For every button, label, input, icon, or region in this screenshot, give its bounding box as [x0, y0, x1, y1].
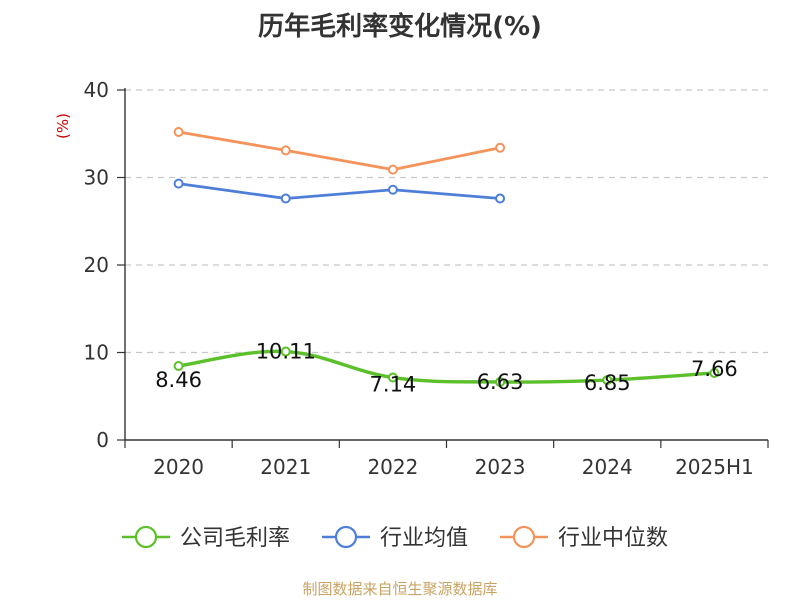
data-point: [495, 142, 506, 153]
data-point: [387, 372, 398, 383]
data-label: 8.46: [155, 368, 202, 392]
y-tick-label: 30: [84, 166, 109, 190]
data-point: [280, 145, 291, 156]
data-point: [495, 376, 506, 387]
legend-swatch-marker: [512, 525, 536, 549]
data-point: [173, 360, 184, 371]
data-label: 7.14: [370, 373, 417, 397]
data-point: [173, 178, 184, 189]
chart-title: 历年毛利率变化情况(%): [258, 12, 542, 42]
data-point: [602, 375, 613, 386]
legend-swatch-marker: [134, 525, 158, 549]
x-tick-label: 2025H1: [675, 455, 754, 479]
axes: 0 10 20 30 40 (%) 2020 2021 2022 2023 2024 2025H1: [54, 78, 769, 479]
data-point: [495, 193, 506, 204]
legend-label: 行业中位数: [558, 526, 668, 551]
data-point: [280, 346, 291, 357]
series-line-2: [178, 130, 501, 172]
legend-item-2[interactable]: 行业中位数: [500, 525, 668, 551]
series-line-1: [178, 182, 501, 200]
data-source-note: 制图数据来自恒生聚源数据库: [302, 580, 498, 598]
series-line-0: [178, 349, 715, 384]
legend-label: 行业均值: [380, 526, 468, 551]
legend-swatch-marker: [334, 525, 358, 549]
x-tick-label: 2021: [260, 455, 311, 479]
legend-label: 公司毛利率: [180, 526, 290, 551]
legend-item-1[interactable]: 行业均值: [322, 525, 468, 551]
x-tick-label: 2020: [153, 455, 204, 479]
y-tick-label: 10: [84, 341, 109, 365]
y-axis-unit: (%): [54, 113, 72, 139]
data-labels: 8.46 10.11 7.14 6.63 6.85 7.66: [155, 340, 738, 397]
y-tick-label: 0: [96, 428, 109, 452]
data-point: [280, 193, 291, 204]
data-point: [709, 367, 720, 378]
data-point: [387, 164, 398, 175]
grid-lines: [125, 89, 768, 354]
data-label: 6.85: [584, 371, 631, 395]
data-label: 10.11: [256, 340, 316, 364]
x-tick-label: 2023: [475, 455, 526, 479]
x-tick-label: 2024: [582, 455, 633, 479]
data-point: [387, 184, 398, 195]
x-tick-label: 2022: [367, 455, 418, 479]
y-tick-label: 40: [84, 78, 109, 102]
data-point: [173, 127, 184, 137]
y-tick-label: 20: [84, 253, 109, 277]
data-label: 6.63: [477, 370, 524, 394]
data-label: 7.66: [691, 357, 738, 381]
legend[interactable]: 公司毛利率 行业均值 行业中位数: [122, 525, 668, 551]
series-lines: [173, 127, 720, 387]
legend-item-0[interactable]: 公司毛利率: [122, 525, 290, 551]
